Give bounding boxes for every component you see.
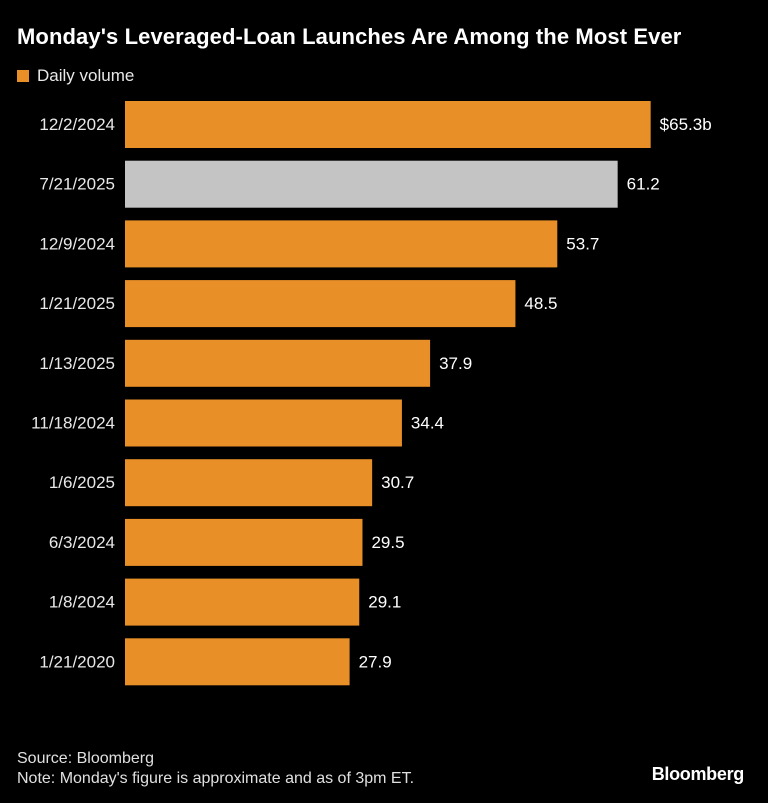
bar-1-21-2020 — [125, 638, 350, 686]
value-label: 30.7 — [381, 473, 414, 492]
category-label: 1/21/2025 — [39, 294, 115, 313]
source-note: Source: Bloomberg — [17, 750, 154, 767]
bar-6-3-2024 — [125, 518, 363, 566]
value-label: 37.9 — [439, 354, 472, 373]
bar-7-21-2025 — [125, 160, 618, 208]
value-label: 29.1 — [368, 593, 401, 612]
chart-title: Monday's Leveraged-Loan Launches Are Amo… — [17, 24, 682, 49]
bar-1-21-2025 — [125, 280, 516, 328]
bar-1-6-2025 — [125, 459, 373, 507]
category-label: 1/21/2020 — [39, 652, 115, 671]
category-label: 12/2/2024 — [39, 115, 115, 134]
bar-11-18-2024 — [125, 399, 402, 447]
bar-1-8-2024 — [125, 578, 360, 626]
legend: Daily volume — [17, 66, 134, 86]
value-label: 27.9 — [359, 652, 392, 671]
legend-swatch — [17, 70, 29, 82]
value-label: 48.5 — [524, 294, 557, 313]
bar-12-2-2024 — [125, 101, 651, 148]
category-label: 1/8/2024 — [49, 593, 115, 612]
category-label: 1/13/2025 — [39, 354, 115, 373]
bar-12-9-2024 — [125, 220, 558, 268]
bar-1-13-2025 — [125, 339, 431, 387]
bar-chart: 12/2/2024 $65.3b 7/21/2025 61.2 12/9/2024 53.… — [31, 101, 712, 686]
value-label: 53.7 — [566, 234, 599, 253]
footnote: Note: Monday's figure is approximate and… — [17, 770, 415, 787]
bloomberg-logo: Bloomberg — [651, 764, 745, 784]
value-label: 29.5 — [371, 533, 404, 552]
category-label: 1/6/2025 — [49, 473, 115, 492]
value-label: 61.2 — [627, 175, 660, 194]
value-label: $65.3b — [660, 115, 712, 134]
category-label: 12/9/2024 — [39, 234, 115, 253]
category-label: 6/3/2024 — [49, 533, 115, 552]
category-label: 7/21/2025 — [39, 175, 115, 194]
chart-footer: Source: Bloomberg Note: Monday's figure … — [17, 749, 414, 789]
value-label: 34.4 — [411, 414, 444, 433]
category-label: 11/18/2024 — [31, 414, 115, 433]
legend-label: Daily volume — [37, 66, 135, 85]
